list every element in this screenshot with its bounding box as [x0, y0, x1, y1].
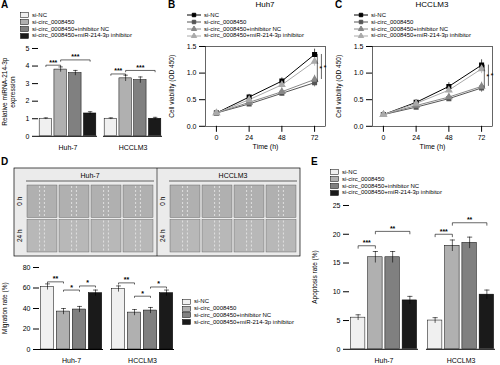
- svg-text:Time (h): Time (h): [420, 143, 446, 151]
- html-text:Cell viability (OD 450): Cell viability (OD 450): [335, 54, 342, 118]
- html-text:si-circ_0008450+inhibitor NC: si-circ_0008450+inhibitor NC: [371, 25, 449, 32]
- svg-text:40: 40: [23, 305, 31, 312]
- html-text:si-circ_0008450+inhibitor NC: si-circ_0008450+inhibitor NC: [342, 182, 420, 189]
- svg-text:24 h: 24 h: [16, 229, 23, 242]
- html-text:si-circ_0008450+miR-214-3p inh: si-circ_0008450+miR-214-3p inhibitor: [204, 32, 304, 39]
- svg-text:0.5: 0.5: [354, 96, 364, 103]
- svg-text:20: 20: [333, 231, 341, 238]
- svg-text:***: ***: [71, 54, 79, 61]
- svg-text:72: 72: [311, 134, 319, 141]
- svg-text:HCCLM3: HCCLM3: [219, 172, 248, 179]
- html-text:si-circ_0008450: si-circ_0008450: [194, 305, 237, 312]
- svg-text:24: 24: [245, 134, 253, 141]
- svg-text:5: 5: [26, 45, 30, 52]
- html-text:si-NC: si-NC: [204, 12, 219, 18]
- svg-text:*: *: [157, 280, 160, 287]
- svg-text:1.0: 1.0: [354, 70, 364, 77]
- svg-text:25: 25: [333, 202, 341, 209]
- svg-text:80: 80: [23, 264, 31, 271]
- html-text:HCCLM3: HCCLM3: [415, 0, 449, 9]
- html-text:si-NC: si-NC: [342, 169, 357, 175]
- svg-text:48: 48: [445, 134, 453, 141]
- svg-text:***: ***: [136, 64, 144, 71]
- svg-text:*: *: [486, 72, 489, 81]
- html-text:si-circ_0008450: si-circ_0008450: [204, 18, 247, 25]
- html-text:si-circ_0008450: si-circ_0008450: [342, 175, 385, 182]
- svg-text:***: ***: [49, 59, 57, 66]
- svg-text:10: 10: [333, 288, 341, 295]
- html-text:Cell viability (OD 450): Cell viability (OD 450): [168, 54, 175, 118]
- html-text:si-circ_0008450+inhibitor NC: si-circ_0008450+inhibitor NC: [204, 25, 282, 32]
- svg-text:3: 3: [26, 80, 30, 87]
- svg-text:*: *: [319, 64, 322, 73]
- svg-text:15: 15: [333, 259, 341, 266]
- svg-text:Huh-7: Huh-7: [80, 172, 99, 179]
- html-text:B: B: [168, 0, 176, 10]
- svg-text:Huh-7: Huh-7: [374, 357, 393, 364]
- html-text:si-circ_0008450: si-circ_0008450: [32, 18, 75, 25]
- html-text:E: E: [311, 156, 318, 167]
- svg-text:*: *: [86, 279, 89, 286]
- svg-text:0: 0: [381, 134, 385, 141]
- html-text:Apoptosis rate (%): Apoptosis rate (%): [311, 250, 318, 304]
- svg-text:20: 20: [23, 325, 31, 332]
- html-text:si-circ_0008450: si-circ_0008450: [371, 18, 414, 25]
- html-text:Migration rate (%): Migration rate (%): [1, 282, 8, 334]
- svg-text:*: *: [323, 63, 326, 72]
- html-text:si-circ_0008450+miR-214-3p inh: si-circ_0008450+miR-214-3p inhibitor: [194, 318, 294, 325]
- svg-text:**: **: [390, 225, 396, 232]
- svg-text:0.5: 0.5: [187, 96, 197, 103]
- html-text:si-circ_0008450+miR-214-3p inh: si-circ_0008450+miR-214-3p inhibitor: [32, 32, 132, 39]
- html-text:si-circ_0008450+inhibitor NC: si-circ_0008450+inhibitor NC: [32, 25, 110, 32]
- svg-text:1.5: 1.5: [187, 43, 197, 50]
- svg-text:HCCLM3: HCCLM3: [447, 357, 476, 364]
- svg-text:0.0: 0.0: [354, 123, 364, 130]
- svg-text:5: 5: [337, 317, 341, 324]
- svg-text:1.5: 1.5: [354, 43, 364, 50]
- svg-text:Time (h): Time (h): [253, 143, 279, 151]
- svg-text:0 h: 0 h: [159, 196, 166, 205]
- html-text:si-NC: si-NC: [32, 12, 47, 18]
- svg-text:24: 24: [412, 134, 420, 141]
- svg-text:0: 0: [26, 133, 30, 140]
- html-text:si-NC: si-NC: [371, 12, 386, 18]
- html-text:D: D: [1, 156, 9, 167]
- html-text:C: C: [335, 0, 343, 10]
- svg-text:4: 4: [26, 62, 30, 69]
- html-text:Huh7: Huh7: [255, 0, 275, 9]
- svg-text:**: **: [53, 275, 59, 282]
- html-text:si-circ_0008450+miR-214-3p inh: si-circ_0008450+miR-214-3p inhibitor: [371, 32, 471, 39]
- html-text:si-circ_0008450+miR-214-3p inh: si-circ_0008450+miR-214-3p inhibitor: [342, 189, 442, 196]
- svg-text:HCCLM3: HCCLM3: [128, 357, 157, 364]
- svg-text:*: *: [490, 72, 493, 81]
- svg-text:1.0: 1.0: [187, 70, 197, 77]
- svg-text:0: 0: [27, 346, 31, 353]
- svg-text:***: ***: [363, 239, 371, 246]
- svg-text:24 h: 24 h: [159, 229, 166, 242]
- svg-text:1: 1: [26, 115, 30, 122]
- svg-text:72: 72: [478, 134, 486, 141]
- svg-text:***: ***: [114, 68, 122, 75]
- svg-text:**: **: [467, 216, 473, 223]
- html-text:si-NC: si-NC: [194, 298, 209, 305]
- html-text:Relative miRNA-214-3p expressi: Relative miRNA-214-3p expression: [1, 58, 16, 127]
- html-text:A: A: [1, 0, 9, 10]
- svg-text:0: 0: [214, 134, 218, 141]
- svg-text:0 h: 0 h: [16, 196, 23, 205]
- svg-text:0.0: 0.0: [187, 123, 197, 130]
- svg-text:48: 48: [278, 134, 286, 141]
- svg-text:*: *: [70, 284, 73, 291]
- svg-text:Huh-7: Huh-7: [58, 144, 77, 151]
- html-text:si-circ_0008450+inhibitor NC: si-circ_0008450+inhibitor NC: [194, 312, 272, 318]
- svg-text:0: 0: [337, 346, 341, 353]
- svg-text:**: **: [124, 276, 130, 283]
- svg-text:HCCLM3: HCCLM3: [119, 144, 148, 151]
- svg-text:*: *: [141, 290, 144, 297]
- svg-text:Huh-7: Huh-7: [62, 357, 81, 364]
- svg-text:***: ***: [440, 228, 448, 235]
- svg-text:2: 2: [26, 98, 30, 105]
- svg-text:60: 60: [23, 284, 31, 291]
